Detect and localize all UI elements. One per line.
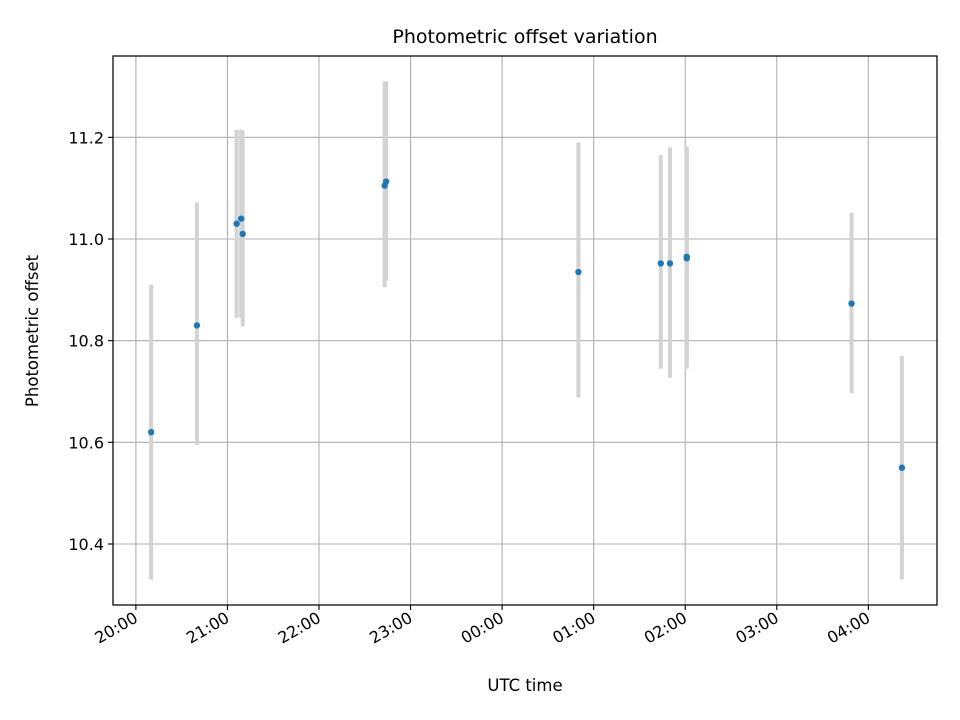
y-tick-label: 11.0 bbox=[68, 230, 104, 249]
x-tick-label: 22:00 bbox=[275, 608, 324, 648]
data-point bbox=[233, 220, 240, 227]
data-point bbox=[193, 322, 201, 329]
y-tick-label: 10.4 bbox=[68, 535, 104, 554]
y-tick-label: 10.6 bbox=[68, 433, 104, 452]
grid bbox=[113, 56, 937, 605]
x-tick-label: 04:00 bbox=[824, 608, 873, 648]
data-points bbox=[147, 178, 906, 471]
x-tick-label: 03:00 bbox=[732, 608, 781, 648]
plot-frame bbox=[112, 55, 938, 606]
y-axis-label: Photometric offset bbox=[23, 254, 42, 407]
x-tick-label: 21:00 bbox=[183, 608, 232, 648]
data-point bbox=[382, 178, 390, 185]
data-point bbox=[147, 428, 155, 436]
x-tick-label: 23:00 bbox=[366, 608, 415, 648]
data-point bbox=[575, 268, 582, 276]
x-ticks: 20:00 21:00 22:00 23:00 00:00 01:00 02:00 03:00… bbox=[91, 605, 873, 648]
x-tick-label: 01:00 bbox=[549, 608, 598, 648]
data-point bbox=[666, 260, 674, 267]
data-point bbox=[237, 215, 245, 222]
chart-title: Photometric offset variation bbox=[392, 26, 657, 48]
x-axis-label: UTC time bbox=[487, 676, 562, 695]
data-point bbox=[848, 300, 855, 307]
errorbars bbox=[149, 81, 904, 580]
x-tick-label: 00:00 bbox=[458, 608, 507, 648]
x-tick-label: 02:00 bbox=[641, 608, 690, 648]
y-tick-label: 11.2 bbox=[68, 128, 104, 147]
data-point bbox=[898, 464, 906, 471]
data-point bbox=[239, 230, 246, 238]
x-tick-label: 20:00 bbox=[91, 608, 140, 648]
y-tick-label: 10.8 bbox=[68, 332, 104, 351]
data-point bbox=[683, 253, 690, 260]
data-point bbox=[657, 260, 665, 267]
y-ticks: 10.4 10.6 10.8 11.0 11.2 bbox=[68, 128, 113, 554]
